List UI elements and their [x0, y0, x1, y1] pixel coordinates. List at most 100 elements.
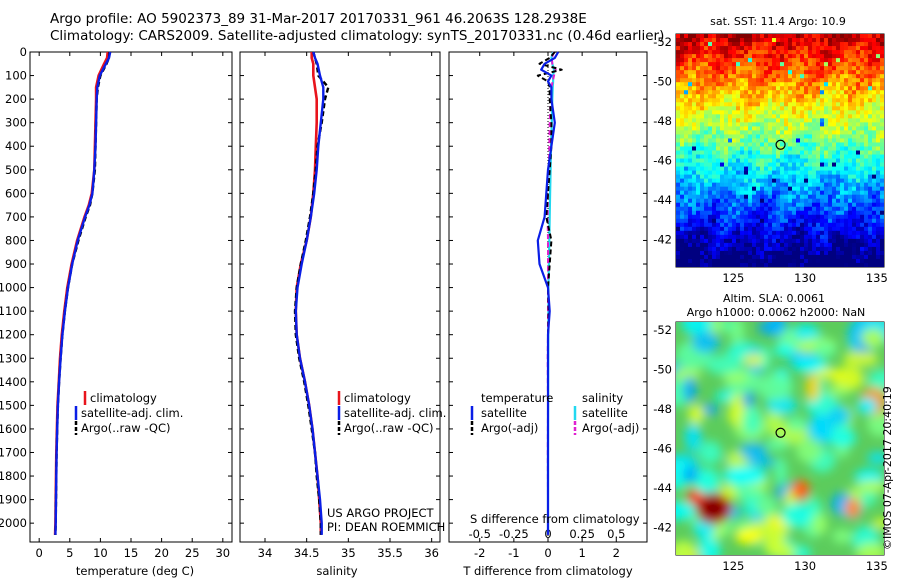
sst-cell — [680, 154, 685, 159]
sst-cell — [812, 178, 817, 184]
sst-cell — [804, 198, 809, 204]
sst-cell — [828, 106, 833, 111]
sst-cell — [864, 206, 869, 212]
sst-cell — [724, 102, 729, 107]
sst-cell — [808, 198, 813, 204]
sst-cell — [828, 86, 833, 91]
sst-cell — [728, 198, 733, 204]
sst-cell — [740, 258, 745, 264]
sst-cell — [688, 186, 693, 192]
sst-cell — [840, 62, 845, 67]
sst-cell — [816, 130, 821, 135]
sst-cell — [696, 74, 701, 79]
sst-cell — [816, 250, 821, 256]
sst-cell — [836, 226, 841, 232]
sst-cell — [680, 106, 685, 111]
sst-cell — [688, 174, 693, 180]
sla-blob — [706, 354, 742, 375]
sst-cell — [692, 114, 697, 119]
sst-cell — [796, 82, 801, 87]
sst-cell — [704, 34, 709, 39]
sst-cell — [764, 234, 769, 240]
sst-cell — [704, 250, 709, 256]
sst-cell — [804, 82, 809, 87]
sst-cell — [828, 42, 833, 47]
sst-cell — [800, 102, 805, 107]
sst-cell — [816, 258, 821, 264]
sst-cell — [796, 78, 801, 83]
sst-cell — [820, 58, 825, 63]
sst-cell — [732, 66, 737, 71]
sst-cell — [732, 194, 737, 200]
sst-cell — [748, 214, 753, 220]
sst-cell — [768, 222, 773, 228]
sst-cell — [760, 134, 765, 139]
sst-cell — [752, 54, 757, 59]
sst-cell — [744, 194, 749, 200]
sst-cell — [876, 142, 881, 147]
sst-cell — [808, 150, 813, 155]
sst-cell — [712, 154, 717, 159]
salinity-legend: climatology satellite-adj. clim. Argo(..… — [327, 391, 446, 534]
sst-cell — [876, 94, 881, 99]
sst-cell — [716, 162, 721, 167]
sst-cell — [736, 174, 741, 180]
sst-cell — [764, 222, 769, 228]
sst-cell — [800, 126, 805, 131]
sst-cell — [816, 126, 821, 131]
temperature-ytick-label: 1800 — [0, 469, 27, 483]
sst-cell — [764, 218, 769, 224]
sst-cell — [772, 102, 777, 107]
sst-cell — [804, 222, 809, 228]
sst-cell — [756, 226, 761, 232]
sst-cell — [788, 226, 793, 232]
sst-cell — [844, 150, 849, 155]
sst-cell — [864, 242, 869, 248]
sst-cell — [736, 166, 741, 171]
sst-cell — [816, 142, 821, 147]
sst-cell — [864, 58, 869, 63]
sst-cell — [864, 34, 869, 39]
sst-cell — [700, 238, 705, 244]
sst-cell — [824, 122, 829, 127]
sst-cell — [748, 186, 753, 192]
sst-cell — [688, 118, 693, 123]
sst-cell — [852, 170, 857, 176]
sst-cell — [876, 34, 881, 39]
sst-cell — [844, 206, 849, 212]
sst-cell — [728, 126, 733, 131]
sst-cell — [752, 182, 757, 188]
sst-cell — [696, 62, 701, 67]
sst-cell — [784, 62, 789, 67]
sst-cell — [720, 38, 725, 43]
sst-cell — [820, 182, 825, 188]
sst-cell — [836, 186, 841, 192]
sst-cell — [864, 110, 869, 115]
sst-cell — [692, 238, 697, 244]
sst-cell — [804, 86, 809, 91]
sst-cell — [848, 194, 853, 200]
sst-cell — [796, 202, 801, 208]
sst-cell — [712, 142, 717, 147]
sla-blob — [825, 386, 851, 397]
sst-cell — [872, 134, 877, 139]
sst-cell — [692, 134, 697, 139]
sst-cell — [824, 250, 829, 256]
sst-cell — [760, 262, 765, 267]
sst-cell — [796, 134, 801, 139]
sst-cell — [700, 138, 705, 143]
sst-cell — [740, 174, 745, 180]
sst-cell — [708, 38, 713, 43]
sst-cell — [788, 242, 793, 248]
sst-cell — [860, 254, 865, 260]
sst-cell — [856, 214, 861, 220]
sst-cell — [684, 58, 689, 63]
sst-cell — [800, 50, 805, 55]
sst-cell — [880, 174, 884, 180]
sst-cell — [768, 86, 773, 91]
sst-cell — [868, 46, 873, 51]
sst-cell — [824, 74, 829, 79]
sst-cell — [712, 202, 717, 208]
sst-cell — [676, 34, 681, 39]
sst-cell — [772, 50, 777, 55]
